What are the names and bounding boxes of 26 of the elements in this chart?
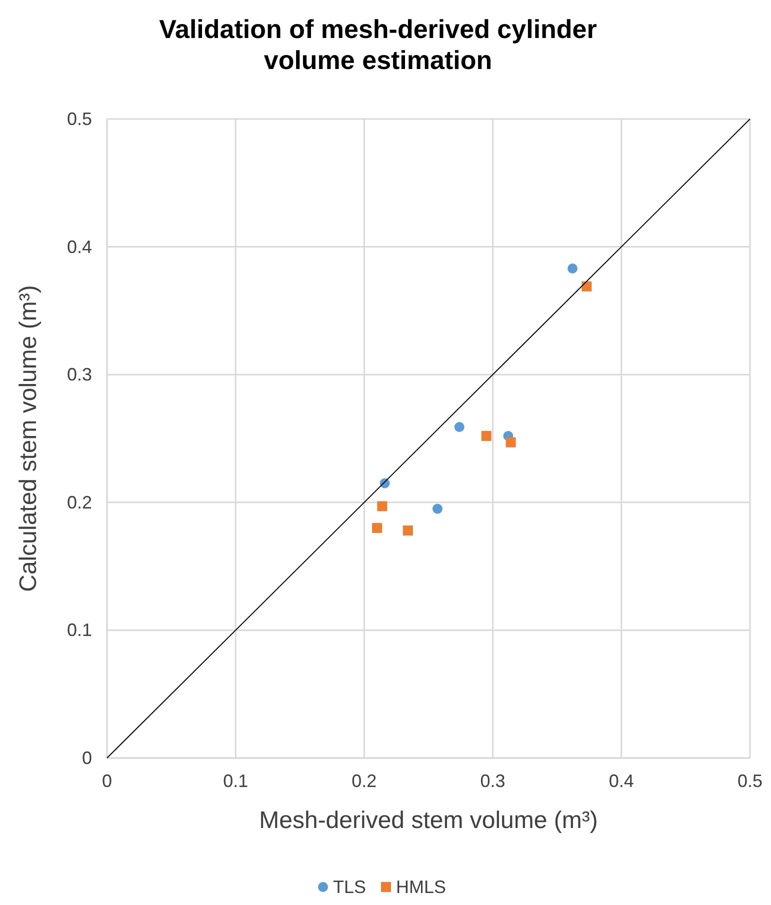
x-axis-title: Mesh-derived stem volume (m³) (259, 807, 598, 834)
x-tick-label: 0 (102, 771, 112, 791)
y-tick-label: 0.2 (66, 492, 92, 512)
point (402, 526, 413, 536)
point (432, 504, 442, 514)
x-tick-label: 0.5 (737, 771, 763, 791)
point (481, 430, 492, 441)
y-tick-label: 0.1 (66, 620, 92, 640)
y-tick-label: 0.3 (66, 364, 92, 385)
y-tick-label: 0.5 (66, 109, 92, 129)
point (582, 281, 592, 292)
chart-title: Validation of mesh-derived cylinder volume estimation (159, 14, 597, 75)
x-tick-label: 0.4 (608, 771, 634, 791)
x-tick-label: 0.3 (480, 771, 506, 791)
point (454, 422, 464, 432)
point (568, 264, 578, 274)
legend-label: HMLS (396, 877, 446, 897)
x-tick-label: 0.1 (223, 771, 248, 791)
point (377, 501, 388, 512)
point (372, 522, 382, 533)
legend-label: TLS (333, 877, 366, 897)
x-tick-label: 0.2 (352, 771, 377, 791)
y-tick-label: 0 (82, 748, 92, 768)
point (506, 437, 516, 448)
y-axis-title: Calculated stem volume (m³) (15, 285, 42, 592)
y-tick-label: 0.4 (66, 236, 92, 257)
